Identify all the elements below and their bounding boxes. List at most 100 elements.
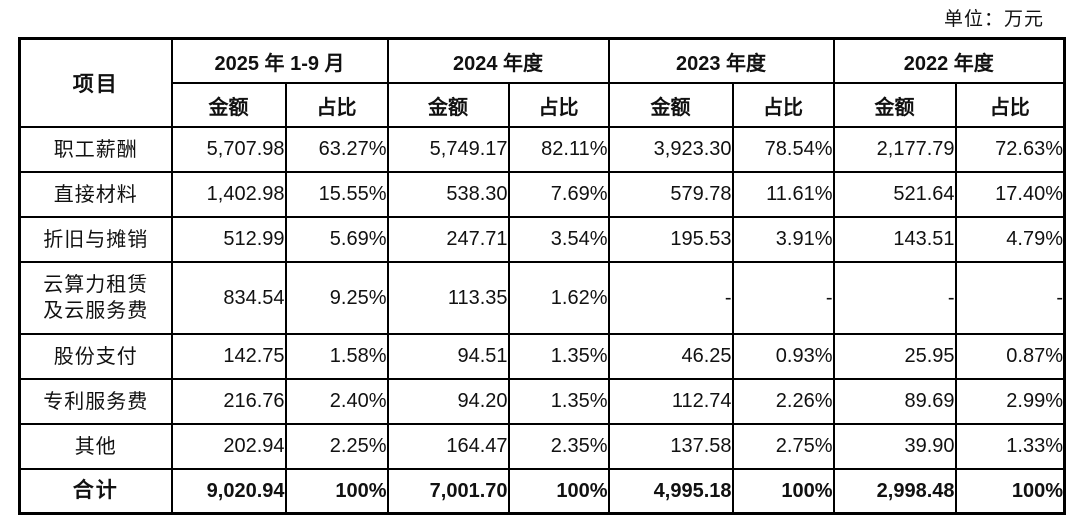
amount-cell: 2,177.79 <box>832 126 957 173</box>
row-label: 直接材料 <box>18 171 173 218</box>
amount-cell: 39.90 <box>832 423 957 470</box>
amount-cell: 216.76 <box>170 378 287 425</box>
amount-cell: 142.75 <box>170 333 287 380</box>
row-label: 其他 <box>18 423 173 470</box>
amount-header: 金额 <box>832 82 957 128</box>
ratio-header: 占比 <box>507 82 610 128</box>
table-row: 直接材料 1,402.98 15.55% 538.30 7.69% 579.78 11.61… <box>18 171 1066 218</box>
row-label: 合计 <box>18 468 173 515</box>
amount-cell: 143.51 <box>832 216 957 263</box>
amount-cell: - <box>832 261 957 335</box>
table-row: 折旧与摊销 512.99 5.69% 247.71 3.54% 195.53 3.91% 14… <box>18 216 1066 263</box>
amount-cell: 3,923.30 <box>607 126 734 173</box>
amount-cell: 579.78 <box>607 171 734 218</box>
amount-cell: 521.64 <box>832 171 957 218</box>
amount-cell: 512.99 <box>170 216 287 263</box>
amount-cell: 112.74 <box>607 378 734 425</box>
amount-cell: 195.53 <box>607 216 734 263</box>
table-row: 股份支付 142.75 1.58% 94.51 1.35% 46.25 0.93% 25.95… <box>18 333 1066 380</box>
ratio-cell: 0.93% <box>731 333 835 380</box>
amount-cell: 94.51 <box>386 333 510 380</box>
amount-cell: 247.71 <box>386 216 510 263</box>
ratio-cell: 2.99% <box>954 378 1066 425</box>
ratio-cell: 17.40% <box>954 171 1066 218</box>
ratio-cell: 1.35% <box>507 378 610 425</box>
ratio-cell: 5.69% <box>284 216 389 263</box>
row-label: 云算力租赁 及云服务费 <box>18 261 173 335</box>
cost-breakdown-table: 项目 2025 年 1-9 月 2024 年度 2023 年度 2022 年度 … <box>18 37 1067 515</box>
ratio-cell: 2.35% <box>507 423 610 470</box>
ratio-cell: 78.54% <box>731 126 835 173</box>
ratio-cell: 100% <box>731 468 835 515</box>
amount-cell: 834.54 <box>170 261 287 335</box>
amount-header: 金额 <box>170 82 287 128</box>
amount-cell: 4,995.18 <box>607 468 734 515</box>
period-header-2022: 2022 年度 <box>832 37 1066 84</box>
ratio-cell: 3.91% <box>731 216 835 263</box>
amount-header: 金额 <box>607 82 734 128</box>
table-header: 项目 2025 年 1-9 月 2024 年度 2023 年度 2022 年度 … <box>18 37 1066 128</box>
row-label: 职工薪酬 <box>18 126 173 173</box>
amount-cell: 202.94 <box>170 423 287 470</box>
amount-cell: 94.20 <box>386 378 510 425</box>
ratio-cell: 0.87% <box>954 333 1066 380</box>
amount-cell: 46.25 <box>607 333 734 380</box>
ratio-cell: 11.61% <box>731 171 835 218</box>
ratio-cell: 3.54% <box>507 216 610 263</box>
amount-cell: 5,749.17 <box>386 126 510 173</box>
ratio-cell: 1.62% <box>507 261 610 335</box>
amount-cell: 113.35 <box>386 261 510 335</box>
row-label: 折旧与摊销 <box>18 216 173 263</box>
ratio-cell: 4.79% <box>954 216 1066 263</box>
ratio-cell: 100% <box>954 468 1066 515</box>
ratio-cell: 7.69% <box>507 171 610 218</box>
amount-cell: 2,998.48 <box>832 468 957 515</box>
ratio-cell: 2.75% <box>731 423 835 470</box>
amount-cell: 538.30 <box>386 171 510 218</box>
ratio-cell: 2.26% <box>731 378 835 425</box>
ratio-header: 占比 <box>954 82 1066 128</box>
ratio-cell: 100% <box>284 468 389 515</box>
table-row: 职工薪酬 5,707.98 63.27% 5,749.17 82.11% 3,923.30… <box>18 126 1066 173</box>
ratio-header: 占比 <box>731 82 835 128</box>
period-header-row: 项目 2025 年 1-9 月 2024 年度 2023 年度 2022 年度 <box>18 37 1066 128</box>
amount-header: 金额 <box>386 82 510 128</box>
sub-header-row: 金额 占比 金额 占比 金额 占比 金额 占比 <box>20 82 1066 128</box>
amount-cell: 164.47 <box>386 423 510 470</box>
table-body: 职工薪酬 5,707.98 63.27% 5,749.17 82.11% 3,923.30… <box>18 126 1066 515</box>
ratio-cell: - <box>731 261 835 335</box>
amount-cell: 89.69 <box>832 378 957 425</box>
ratio-cell: 2.25% <box>284 423 389 470</box>
ratio-cell: 82.11% <box>507 126 610 173</box>
period-header-2025: 2025 年 1-9 月 <box>170 37 389 84</box>
ratio-cell: 100% <box>507 468 610 515</box>
ratio-cell: 1.58% <box>284 333 389 380</box>
ratio-cell: 72.63% <box>954 126 1066 173</box>
ratio-cell: 15.55% <box>284 171 389 218</box>
amount-cell: 1,402.98 <box>170 171 287 218</box>
ratio-cell: 2.40% <box>284 378 389 425</box>
total-row: 合计 9,020.94 100% 7,001.70 100% 4,995.18 100% 2,… <box>18 468 1066 515</box>
table-row: 其他 202.94 2.25% 164.47 2.35% 137.58 2.75% 39.90… <box>18 423 1066 470</box>
amount-cell: 7,001.70 <box>386 468 510 515</box>
table-row: 云算力租赁 及云服务费 834.54 9.25% 113.35 1.62% - - - - <box>18 261 1066 335</box>
unit-label: 单位：万元 <box>943 9 1044 30</box>
period-header-2024: 2024 年度 <box>386 37 610 84</box>
ratio-cell: 63.27% <box>284 126 389 173</box>
amount-cell: 137.58 <box>607 423 734 470</box>
ratio-cell: - <box>954 261 1066 335</box>
amount-cell: 5,707.98 <box>170 126 287 173</box>
ratio-header: 占比 <box>284 82 389 128</box>
amount-cell: 25.95 <box>832 333 957 380</box>
table-row: 专利服务费 216.76 2.40% 94.20 1.35% 112.74 2.26% 89.… <box>18 378 1066 425</box>
amount-cell: 9,020.94 <box>170 468 287 515</box>
row-label: 专利服务费 <box>18 378 173 425</box>
ratio-cell: 9.25% <box>284 261 389 335</box>
amount-cell: - <box>607 261 734 335</box>
period-header-2023: 2023 年度 <box>607 37 835 84</box>
ratio-cell: 1.35% <box>507 333 610 380</box>
ratio-cell: 1.33% <box>954 423 1066 470</box>
row-label: 股份支付 <box>18 333 173 380</box>
item-column-header: 项目 <box>18 37 173 128</box>
